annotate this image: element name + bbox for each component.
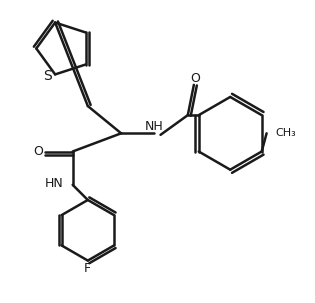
- Text: CH₃: CH₃: [276, 128, 296, 138]
- Text: S: S: [43, 69, 52, 83]
- Text: O: O: [191, 72, 200, 85]
- Text: NH: NH: [145, 120, 164, 133]
- Text: O: O: [33, 145, 43, 158]
- Text: HN: HN: [45, 177, 64, 190]
- Text: F: F: [84, 262, 91, 275]
